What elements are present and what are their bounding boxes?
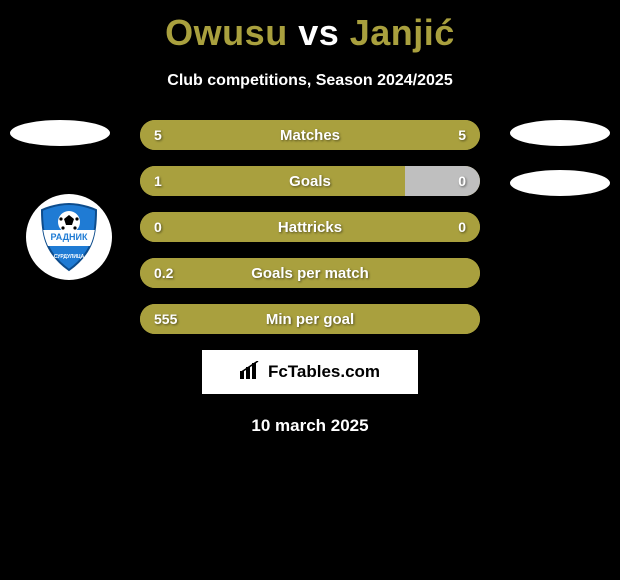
badge-top-text: РАДНИК	[51, 232, 88, 242]
vs-word: vs	[298, 12, 339, 53]
stat-left-value: 0.2	[154, 265, 173, 281]
stat-row: 00Hattricks	[140, 212, 480, 242]
stat-seg-left	[140, 258, 480, 288]
stat-row: 10Goals	[140, 166, 480, 196]
stat-seg-left	[140, 304, 480, 334]
player1-name: Owusu	[165, 12, 288, 53]
stat-bars: 55Matches10Goals00Hattricks0.2Goals per …	[140, 120, 480, 334]
bars-icon	[240, 361, 262, 384]
brand-box[interactable]: FcTables.com	[202, 350, 418, 394]
stat-row: 0.2Goals per match	[140, 258, 480, 288]
club-badge: РАДНИК СУРДУЛИЦА	[26, 194, 112, 280]
stat-seg-left	[140, 166, 405, 196]
stat-row: 55Matches	[140, 120, 480, 150]
right-oval-2	[510, 170, 610, 196]
player2-name: Janjić	[350, 12, 455, 53]
brand-text: FcTables.com	[268, 362, 380, 382]
comparison-content: РАДНИК СУРДУЛИЦА 55Matches10Goals00Hattr…	[0, 120, 620, 436]
date-line: 10 march 2025	[0, 416, 620, 436]
stat-left-value: 0	[154, 219, 162, 235]
stat-seg-left	[140, 212, 310, 242]
stat-seg-right	[310, 212, 480, 242]
stat-seg-right	[310, 120, 480, 150]
left-oval-1	[10, 120, 110, 146]
stat-right-value: 0	[458, 173, 466, 189]
stat-right-value: 0	[458, 219, 466, 235]
stat-right-value: 5	[458, 127, 466, 143]
page-title: Owusu vs Janjić	[0, 0, 620, 54]
stat-row: 555Min per goal	[140, 304, 480, 334]
shield-icon: РАДНИК СУРДУЛИЦА	[38, 202, 100, 272]
stat-left-value: 555	[154, 311, 177, 327]
right-oval-1	[510, 120, 610, 146]
stat-seg-left	[140, 120, 310, 150]
subtitle: Club competitions, Season 2024/2025	[0, 72, 620, 90]
stat-left-value: 5	[154, 127, 162, 143]
badge-bottom-text: СУРДУЛИЦА	[54, 254, 85, 260]
stat-left-value: 1	[154, 173, 162, 189]
stat-seg-right	[405, 166, 480, 196]
